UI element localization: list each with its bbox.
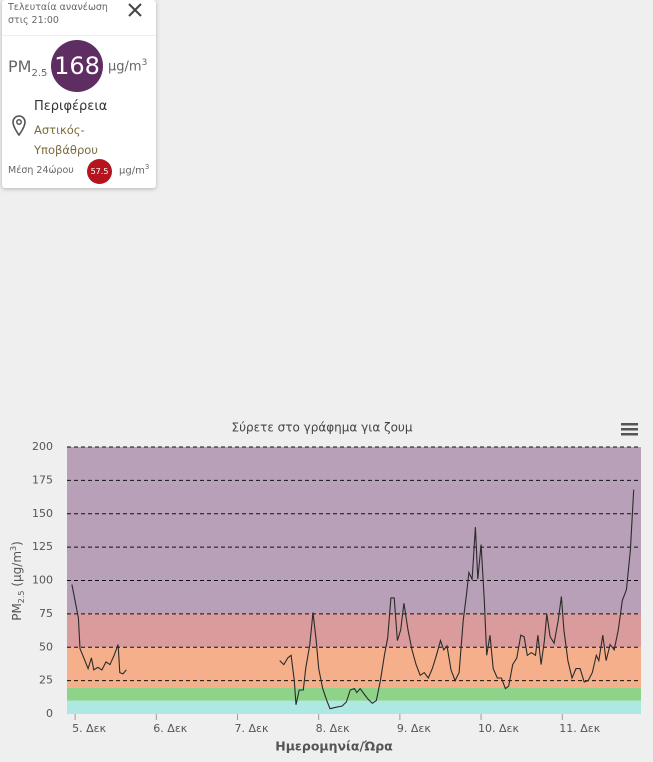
chart-title: Σύρετε στο γράφημα για ζουμ — [232, 421, 413, 435]
y-tick-label: 200 — [32, 440, 53, 453]
x-tick-label: 8. Δεκ — [316, 722, 350, 735]
avg-unit-text: μg/m — [119, 165, 145, 177]
band — [67, 447, 641, 614]
avg-unit: μg/m3 — [119, 163, 149, 176]
y-tick-label: 50 — [39, 640, 53, 653]
y-title-sub: 2.5 — [17, 590, 26, 603]
menu-button[interactable] — [621, 423, 638, 436]
y-title-part: (μg/m — [10, 551, 24, 590]
band — [67, 613, 641, 648]
station-type: Αστικός-Υποβάθρου — [34, 123, 98, 157]
band — [67, 687, 641, 701]
x-tick-label: 7. Δεκ — [234, 722, 268, 735]
y-title-part: ) — [10, 541, 24, 546]
x-tick-label: 5. Δεκ — [72, 722, 106, 735]
band — [67, 647, 641, 688]
chart: Σύρετε στο γράφημα για ζουμ Ημερομηνία/Ώ… — [9, 421, 641, 754]
y-tick-label: 125 — [32, 540, 53, 553]
pollutant-sub: 2.5 — [31, 68, 48, 80]
y-tick-label: 0 — [46, 707, 53, 720]
y-tick-label: 100 — [32, 574, 53, 587]
unit-sup: 3 — [141, 58, 148, 68]
x-tick-label: 10. Δεκ — [478, 722, 519, 735]
band — [67, 700, 641, 714]
avg-label: Μέση 24ώρου — [8, 165, 74, 176]
close-button[interactable] — [127, 2, 143, 18]
region: Περιφέρεια — [34, 99, 108, 114]
update-line: στις 21:00 — [8, 15, 59, 26]
update-info: Τελευταία ανανέωση στις 21:00 — [8, 1, 108, 27]
x-axis-title: Ημερομηνία/Ώρα — [275, 739, 393, 754]
y-title-sup: 3 — [9, 546, 18, 551]
avg-value: 57.5 — [87, 159, 112, 184]
pm-value: 168 — [51, 40, 103, 92]
x-tick-label: 9. Δεκ — [397, 722, 431, 735]
unit: μg/m3 — [108, 58, 147, 74]
avg-unit-sup: 3 — [144, 163, 150, 171]
x-tick-label: 6. Δεκ — [153, 722, 187, 735]
y-tick-label: 25 — [39, 674, 53, 687]
update-line: Τελευταία ανανέωση — [8, 2, 108, 13]
divider — [2, 35, 156, 36]
y-tick-label: 75 — [39, 607, 53, 620]
location-icon — [12, 115, 26, 137]
pollutant: PM2.5 — [8, 57, 47, 79]
pm-line — [71, 489, 635, 710]
pollutant-name: PM — [8, 57, 32, 76]
station-card: Τελευταία ανανέωση στις 21:00 PM2.5 168 … — [2, 0, 156, 188]
unit-text: μg/m — [108, 59, 142, 75]
y-tick-label: 150 — [32, 507, 53, 520]
x-tick-label: 11. Δεκ — [559, 722, 600, 735]
y-axis-title: PM2.5 (μg/m3) — [9, 541, 26, 621]
y-title-part: PM — [10, 603, 24, 621]
y-tick-label: 175 — [32, 473, 53, 486]
